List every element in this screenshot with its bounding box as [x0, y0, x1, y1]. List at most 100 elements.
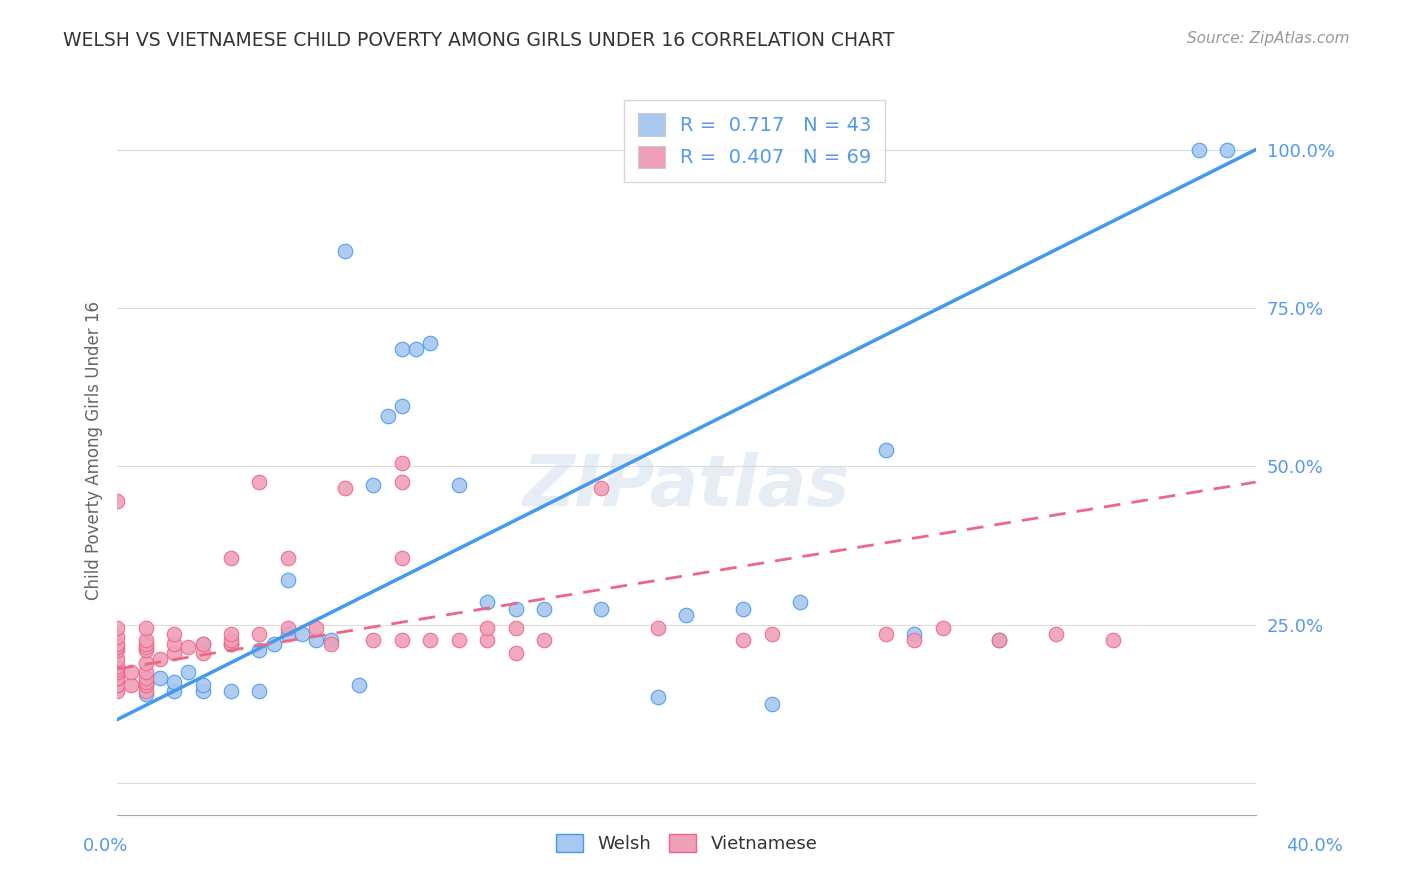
Point [163, 637, 186, 651]
Point [447, 478, 470, 492]
Point [135, 684, 157, 698]
Point [761, 697, 783, 711]
Point [219, 684, 242, 698]
Point [477, 621, 499, 635]
Point [135, 637, 157, 651]
Point [903, 627, 925, 641]
Point [505, 646, 527, 660]
Point [333, 482, 356, 496]
Point [219, 637, 242, 651]
Point [988, 633, 1011, 648]
Point [363, 633, 385, 648]
Point [363, 478, 385, 492]
Point [163, 674, 186, 689]
Point [219, 627, 242, 641]
Point [733, 633, 755, 648]
Point [291, 627, 314, 641]
Text: WELSH VS VIETNAMESE CHILD POVERTY AMONG GIRLS UNDER 16 CORRELATION CHART: WELSH VS VIETNAMESE CHILD POVERTY AMONG … [63, 31, 894, 50]
Point [135, 621, 157, 635]
Point [391, 342, 413, 356]
Point [163, 684, 186, 698]
Point [391, 633, 413, 648]
Point [105, 672, 128, 686]
Point [105, 672, 128, 686]
Point [105, 665, 128, 679]
Point [277, 574, 299, 588]
Text: Source: ZipAtlas.com: Source: ZipAtlas.com [1187, 31, 1350, 46]
Point [319, 633, 342, 648]
Point [149, 652, 172, 666]
Point [505, 601, 527, 615]
Point [391, 399, 413, 413]
Point [105, 668, 128, 682]
Point [1102, 633, 1125, 648]
Point [1216, 143, 1239, 157]
Point [135, 687, 157, 701]
Point [931, 621, 953, 635]
Point [589, 601, 612, 615]
Point [219, 551, 242, 566]
Point [105, 658, 128, 673]
Point [149, 672, 172, 686]
Legend: R =  0.717   N = 43, R =  0.407   N = 69: R = 0.717 N = 43, R = 0.407 N = 69 [624, 100, 886, 182]
Point [105, 652, 128, 666]
Point [305, 633, 328, 648]
Point [135, 672, 157, 686]
Point [647, 690, 669, 705]
Point [105, 637, 128, 651]
Point [447, 633, 470, 648]
Point [163, 646, 186, 660]
Text: 40.0%: 40.0% [1286, 837, 1343, 855]
Point [277, 627, 299, 641]
Point [135, 678, 157, 692]
Point [1188, 143, 1211, 157]
Point [419, 633, 441, 648]
Point [105, 640, 128, 654]
Point [347, 678, 370, 692]
Point [219, 633, 242, 648]
Y-axis label: Child Poverty Among Girls Under 16: Child Poverty Among Girls Under 16 [86, 301, 103, 600]
Point [105, 678, 128, 692]
Point [249, 684, 271, 698]
Point [377, 409, 399, 423]
Point [177, 665, 200, 679]
Point [391, 551, 413, 566]
Point [191, 646, 214, 660]
Point [333, 244, 356, 258]
Point [319, 637, 342, 651]
Point [191, 684, 214, 698]
Point [135, 640, 157, 654]
Point [105, 621, 128, 635]
Point [405, 342, 427, 356]
Point [875, 627, 897, 641]
Point [533, 601, 555, 615]
Text: 0.0%: 0.0% [83, 837, 128, 855]
Point [105, 643, 128, 657]
Point [105, 678, 128, 692]
Point [249, 643, 271, 657]
Point [277, 621, 299, 635]
Point [391, 475, 413, 489]
Point [219, 637, 242, 651]
Point [177, 640, 200, 654]
Point [789, 595, 811, 609]
Point [105, 494, 128, 508]
Point [191, 678, 214, 692]
Point [305, 621, 328, 635]
Point [1045, 627, 1067, 641]
Point [135, 674, 157, 689]
Point [135, 656, 157, 670]
Point [105, 630, 128, 644]
Point [191, 637, 214, 651]
Point [120, 678, 142, 692]
Point [477, 595, 499, 609]
Point [533, 633, 555, 648]
Point [647, 621, 669, 635]
Point [419, 335, 441, 350]
Point [875, 443, 897, 458]
Point [249, 627, 271, 641]
Point [135, 643, 157, 657]
Point [135, 665, 157, 679]
Point [105, 684, 128, 698]
Point [263, 637, 285, 651]
